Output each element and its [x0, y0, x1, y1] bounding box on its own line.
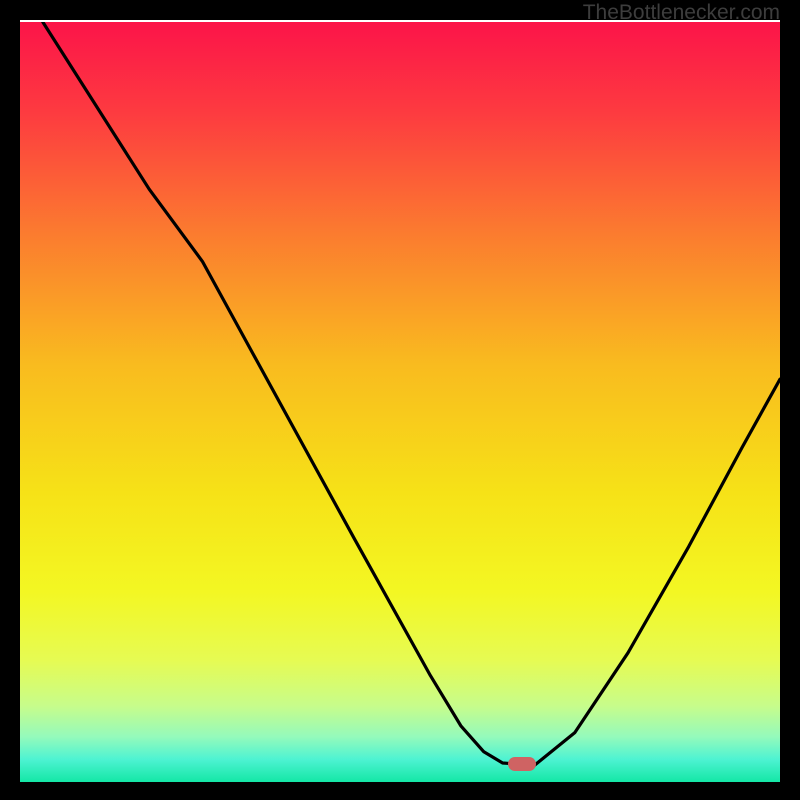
- bottleneck-curve: [43, 22, 780, 765]
- chart-container: TheBottlenecker.com: [0, 0, 800, 800]
- optimal-point-marker: [508, 757, 536, 771]
- plot-area: [20, 22, 780, 782]
- watermark-text: TheBottlenecker.com: [583, 1, 780, 25]
- curve-overlay: [20, 22, 780, 782]
